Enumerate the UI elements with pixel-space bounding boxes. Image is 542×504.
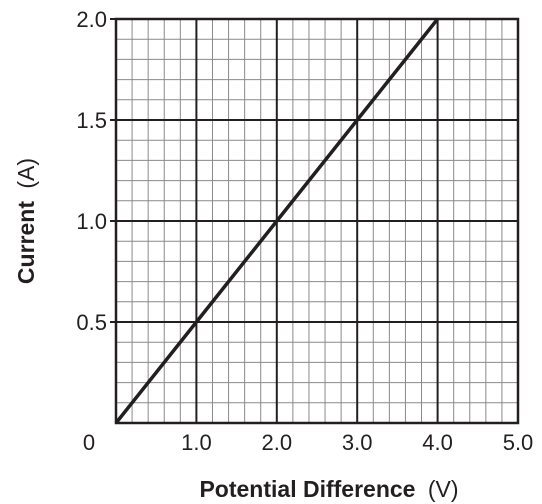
y-tick-label: 2.0 bbox=[76, 7, 107, 32]
x-tick-label: 5.0 bbox=[503, 430, 534, 455]
x-axis-title: Potential Difference (V) bbox=[199, 476, 458, 502]
series-line bbox=[114, 17, 439, 425]
y-axis-label: Current bbox=[13, 201, 39, 284]
y-axis-unit: (A) bbox=[13, 158, 39, 189]
x-axis-unit: (V) bbox=[428, 476, 459, 502]
tick-labels: 0 1.0 2.0 3.0 4.0 5.0 0.5 1.0 1.5 2.0 bbox=[76, 7, 533, 455]
y-tick-label: 0.5 bbox=[76, 310, 107, 335]
major-grid bbox=[110, 17, 520, 425]
x-tick-label: 2.0 bbox=[262, 430, 293, 455]
x-axis-label: Potential Difference bbox=[199, 476, 415, 502]
x-tick-label: 4.0 bbox=[422, 430, 453, 455]
x-tick-label: 1.0 bbox=[181, 430, 212, 455]
x-tick-label: 3.0 bbox=[342, 430, 373, 455]
y-tick-label: 1.5 bbox=[76, 108, 107, 133]
series-layer bbox=[114, 17, 439, 425]
y-axis-title: Current (A) bbox=[13, 158, 39, 284]
x-tick-label: 0 bbox=[83, 430, 95, 455]
y-tick-label: 1.0 bbox=[76, 209, 107, 234]
